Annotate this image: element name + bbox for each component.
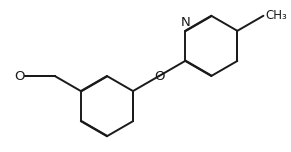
Text: O: O xyxy=(14,69,25,83)
Text: N: N xyxy=(180,16,190,29)
Text: O: O xyxy=(154,69,164,83)
Text: CH₃: CH₃ xyxy=(265,9,287,22)
